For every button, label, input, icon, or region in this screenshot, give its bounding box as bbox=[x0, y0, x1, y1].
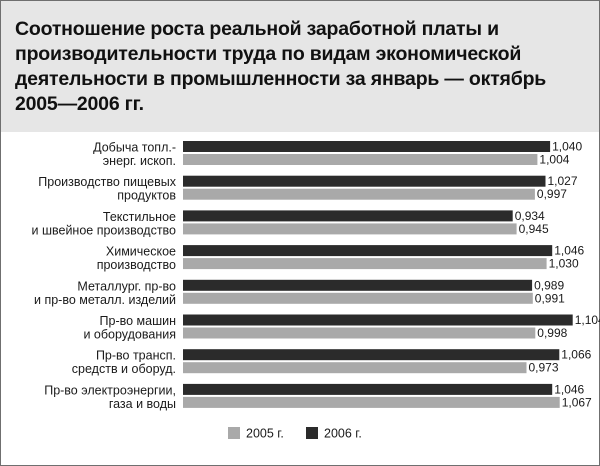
value-label-2006: 1,046 bbox=[554, 382, 584, 396]
value-label-2006: 1,066 bbox=[561, 348, 591, 362]
value-label-2005: 1,004 bbox=[539, 153, 569, 167]
bar-2005 bbox=[183, 154, 538, 165]
legend-swatch-2006 bbox=[306, 427, 318, 439]
category-label: Производство пищевых продуктов bbox=[38, 175, 176, 203]
category-label-line: Добыча топл.- bbox=[93, 141, 176, 155]
legend-label-2005: 2005 г. bbox=[246, 427, 284, 441]
value-label-2005: 0,973 bbox=[529, 361, 559, 375]
category-label-line: и оборудования bbox=[83, 328, 176, 342]
bar-2005 bbox=[183, 223, 517, 235]
bar-2005 bbox=[183, 188, 535, 200]
category-label-line: Текстильное bbox=[103, 210, 176, 224]
category-label-line: Пр-во электроэнергии, bbox=[44, 383, 176, 397]
category-label-line: энерг. ископ. bbox=[103, 154, 176, 168]
category-label-line: продуктов bbox=[117, 189, 176, 203]
legend-label-2006: 2006 г. bbox=[324, 427, 362, 441]
category-label: Текстильное и швейное производство bbox=[32, 210, 177, 238]
title-box: Соотношение роста реальной заработной пл… bbox=[1, 1, 599, 132]
chart-title: Соотношение роста реальной заработной пл… bbox=[15, 18, 547, 115]
bar-2006 bbox=[183, 141, 551, 152]
bar-2006 bbox=[183, 210, 513, 222]
value-label-2005: 0,997 bbox=[537, 187, 567, 201]
category-label-line: Производство пищевых bbox=[38, 175, 176, 189]
category-labels: Добыча топл.-энерг. ископ. Производство п… bbox=[32, 141, 177, 411]
category-label-line: и швейное производство bbox=[32, 223, 177, 237]
value-label-2005: 0,991 bbox=[535, 291, 565, 305]
value-label-2005: 1,030 bbox=[549, 257, 579, 271]
category-label: Пр-во электроэнергии, газа и воды bbox=[44, 383, 176, 411]
bar-2006 bbox=[183, 314, 573, 326]
category-label: Добыча топл.-энерг. ископ. bbox=[93, 141, 176, 169]
bar-2005 bbox=[183, 258, 547, 270]
category-label-line: газа и воды bbox=[109, 397, 176, 411]
legend-swatch-2005 bbox=[228, 427, 240, 439]
category-label: Химическое производство bbox=[97, 245, 176, 273]
value-label-2006: 1,104 bbox=[575, 313, 600, 327]
bar-2005 bbox=[183, 396, 560, 408]
category-label-line: Металлург. пр-во bbox=[77, 279, 176, 293]
bars bbox=[183, 141, 573, 408]
category-label-line: производство bbox=[97, 258, 176, 272]
category-label-line: Химическое bbox=[106, 245, 176, 259]
category-label: Пр-во машин и оборудования bbox=[83, 314, 176, 342]
value-label-2006: 1,046 bbox=[554, 244, 584, 258]
bar-2005 bbox=[183, 292, 533, 304]
value-label-2005: 0,945 bbox=[519, 222, 549, 236]
bar-2006 bbox=[183, 175, 546, 187]
category-label-line: Пр-во машин bbox=[100, 314, 177, 328]
category-label-line: Пр-во трансп. bbox=[96, 349, 176, 363]
category-label: Металлург. пр-во и пр-во металл. изделий bbox=[34, 279, 176, 307]
bar-2006 bbox=[183, 245, 553, 257]
value-label-2005: 0,998 bbox=[537, 326, 567, 340]
bar-2006 bbox=[183, 383, 553, 395]
legend: 2005 г. 2006 г. bbox=[228, 427, 362, 441]
category-label: Пр-во трансп. средств и оборуд. bbox=[72, 349, 176, 377]
category-label-line: средств и оборуд. bbox=[72, 362, 176, 376]
value-labels: 1,0401,0041,0270,9970,9340,9451,0461,030… bbox=[515, 140, 600, 410]
value-label-2006: 1,040 bbox=[552, 140, 582, 154]
value-label-2006: 0,934 bbox=[515, 209, 545, 223]
bar-2006 bbox=[183, 279, 533, 291]
category-label-line: и пр-во металл. изделий bbox=[34, 293, 176, 307]
value-label-2006: 1,027 bbox=[548, 174, 578, 188]
value-label-2005: 1,067 bbox=[562, 395, 592, 409]
bar-2005 bbox=[183, 327, 536, 339]
bar-2005 bbox=[183, 362, 527, 374]
value-label-2006: 0,989 bbox=[534, 278, 564, 292]
bar-2006 bbox=[183, 349, 560, 361]
